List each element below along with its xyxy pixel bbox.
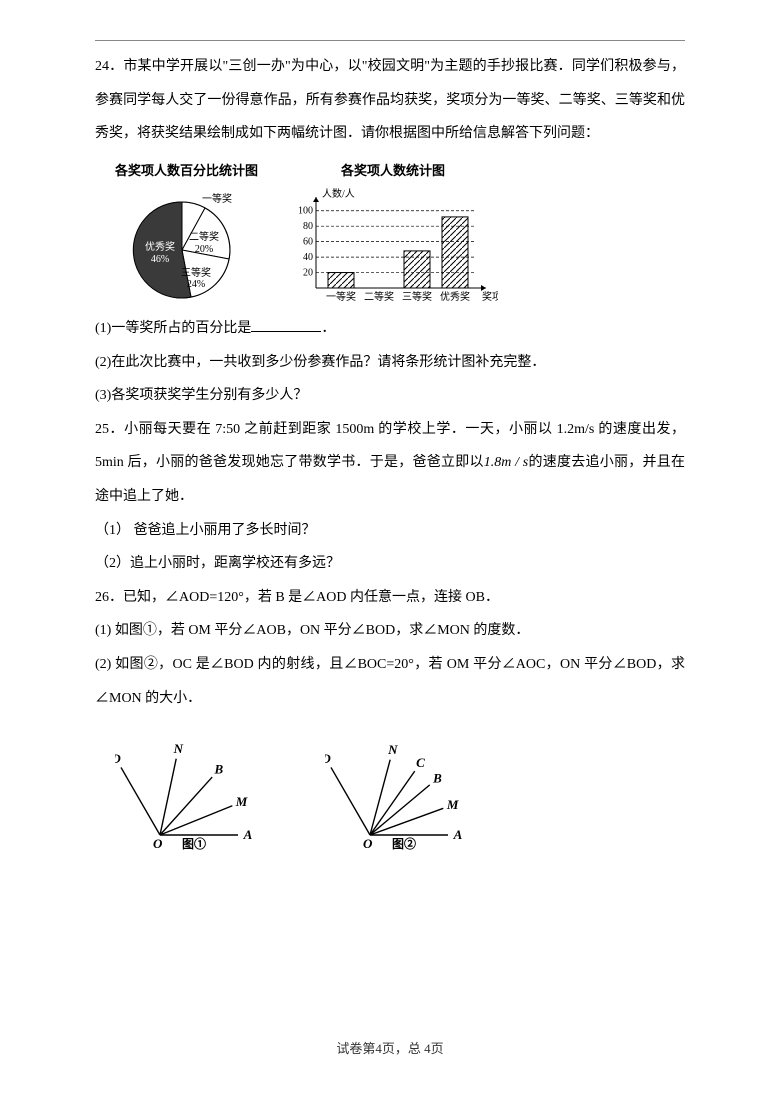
q24-sub2: (2)在此次比赛中，一共收到多少份参赛作品？请将条形统计图补充完整． — [95, 346, 685, 380]
diagram-2: AMBC N D O 图② — [325, 725, 505, 855]
pie-label-2: 二等奖 — [189, 230, 219, 243]
svg-text:图②: 图② — [392, 836, 416, 851]
pie-pct-2: 20% — [194, 244, 212, 255]
q25-sub1: （1） 爸爸追上小丽用了多长时间？ — [95, 514, 685, 548]
svg-text:60: 60 — [303, 237, 313, 248]
bar-title: 各奖项人数统计图 — [341, 155, 445, 186]
pie-chart: 一等奖 二等奖 20% 三等奖 24% 优秀奖 46% — [117, 188, 257, 308]
charts-row: 各奖项人数百分比统计图 一等奖 二等奖 20% 三等奖 24% 优秀奖 46% — [115, 155, 685, 308]
svg-text:N: N — [173, 741, 184, 756]
svg-text:80: 80 — [303, 221, 313, 232]
svg-text:O: O — [153, 836, 163, 851]
q24-sub1: (1)一等奖所占的百分比是 ． — [95, 312, 685, 346]
q26-text: 26．已知，∠AOD=120°，若 B 是∠AOD 内任意一点，连接 OB． — [95, 581, 685, 615]
q26-num: 26． — [95, 590, 123, 605]
svg-text:A: A — [243, 827, 253, 842]
diagram-1: A M B N D O 图① — [115, 725, 285, 855]
pie-label-4: 优秀奖 — [145, 240, 175, 253]
svg-text:40: 40 — [303, 252, 313, 263]
svg-text:M: M — [235, 794, 248, 809]
pie-title: 各奖项人数百分比统计图 — [115, 155, 258, 186]
q26-sub1: (1) 如图①，若 OM 平分∠AOB，ON 平分∠BOD，求∠MON 的度数． — [95, 614, 685, 648]
svg-text:100: 100 — [298, 206, 313, 217]
page-content: 24．市某中学开展以"三创一办"为中心，以"校园文明"为主题的手抄报比赛．同学们… — [95, 50, 685, 855]
q24-sub1-text: (1)一等奖所占的百分比是 — [95, 321, 251, 336]
bar-chart: 人数/人奖项 20 40 60 80 100 一等奖二等奖三等奖优秀奖 — [288, 188, 498, 308]
pie-label-3: 三等奖 — [181, 266, 211, 279]
svg-text:优秀奖: 优秀奖 — [440, 290, 470, 303]
svg-text:B: B — [432, 771, 442, 786]
svg-text:二等奖: 二等奖 — [364, 290, 394, 303]
q25-num: 25． — [95, 422, 124, 437]
svg-text:D: D — [115, 751, 121, 766]
svg-text:C: C — [416, 755, 425, 770]
pie-pct-3: 24% — [186, 279, 204, 290]
bar-chart-block: 各奖项人数统计图 人数/人奖项 20 40 60 80 100 一等奖二等奖三等奖优秀奖 — [288, 155, 498, 308]
svg-text:M: M — [446, 797, 459, 812]
q25-text: 25．小丽每天要在 7:50 之前赶到距家 1500m 的学校上学．一天，小丽以… — [95, 413, 685, 514]
svg-text:20: 20 — [303, 268, 313, 279]
q24-body: 市某中学开展以"三创一办"为中心，以"校园文明"为主题的手抄报比赛．同学们积极参… — [95, 59, 685, 141]
q26-p1: 已知，∠AOD=120°，若 B 是∠AOD 内任意一点，连接 OB． — [123, 590, 499, 605]
q24-num: 24． — [95, 59, 123, 74]
blank-field[interactable] — [251, 318, 321, 332]
q24-sub3: (3)各奖项获奖学生分别有多少人？ — [95, 379, 685, 413]
svg-text:图①: 图① — [182, 836, 206, 851]
diagrams-row: AMBNDO图① AMBCNDO图② — [115, 725, 685, 855]
svg-text:A: A — [453, 827, 463, 842]
svg-text:N: N — [387, 742, 398, 757]
svg-text:一等奖: 一等奖 — [326, 290, 356, 303]
svg-text:人数/人: 人数/人 — [322, 188, 355, 200]
svg-text:三等奖: 三等奖 — [402, 290, 432, 303]
q24-text: 24．市某中学开展以"三创一办"为中心，以"校园文明"为主题的手抄报比赛．同学们… — [95, 50, 685, 151]
q24-sub1-end: ． — [321, 321, 335, 336]
svg-text:O: O — [363, 836, 373, 851]
q26-sub2: (2) 如图②，OC 是∠BOD 内的射线，且∠BOC=20°，若 OM 平分∠… — [95, 648, 685, 715]
top-rule — [95, 40, 685, 41]
page-footer: 试卷第4页，总 4页 — [0, 1038, 780, 1057]
pie-pct-4: 46% — [150, 254, 168, 265]
svg-text:奖项: 奖项 — [482, 290, 498, 303]
q25-sub2: （2）追上小丽时，距离学校还有多远？ — [95, 547, 685, 581]
svg-text:B: B — [214, 762, 224, 777]
q25-rate: 1.8m / s — [484, 455, 528, 470]
svg-text:D: D — [325, 751, 331, 766]
pie-chart-block: 各奖项人数百分比统计图 一等奖 二等奖 20% 三等奖 24% 优秀奖 46% — [115, 155, 258, 308]
pie-label-1: 一等奖 — [202, 192, 232, 205]
